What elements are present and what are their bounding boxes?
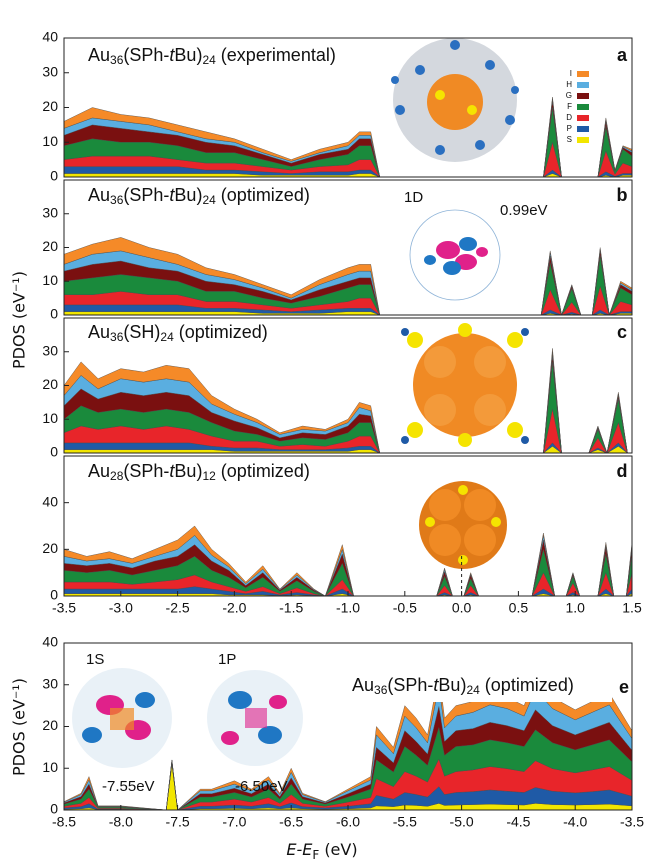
x-tick-label: -3.0 (109, 600, 133, 616)
y-tick-label: 40 (42, 493, 58, 509)
panel-label: d (617, 461, 628, 481)
y-tick-label: 30 (42, 342, 58, 358)
x-tick-label: -2.0 (222, 600, 246, 616)
y-tick-label: 0 (50, 444, 58, 460)
y-tick-label: 10 (42, 759, 58, 775)
annotation: -7.55eV (102, 778, 155, 795)
x-tick-label: -4.5 (506, 814, 530, 830)
y-tick-label: 10 (42, 410, 58, 426)
annotation: 1P (218, 651, 236, 668)
y-tick-label: 40 (42, 634, 58, 650)
x-tick-label: -7.5 (166, 814, 190, 830)
y-tick-label: 20 (42, 238, 58, 254)
y-tick-label: 30 (42, 204, 58, 220)
y-tick-label: 40 (42, 29, 58, 45)
x-tick-label: -2.5 (166, 600, 190, 616)
annotation: 1S (86, 651, 104, 668)
y-axis-label: PDOS (eV⁻¹) (10, 678, 29, 776)
x-tick-label: -1.5 (279, 600, 303, 616)
panel-label: c (617, 322, 627, 342)
x-tick-label: -1.0 (336, 600, 360, 616)
x-tick-label: -3.5 (52, 600, 76, 616)
y-tick-label: 20 (42, 540, 58, 556)
legend-swatch (577, 93, 589, 99)
y-tick-label: 20 (42, 98, 58, 114)
x-tick-label: 1.5 (622, 600, 642, 616)
panel-label: a (617, 45, 628, 65)
x-tick-label: -8.0 (109, 814, 133, 830)
x-axis-label: E-EF (eV) (286, 840, 357, 861)
y-tick-label: 0 (50, 168, 58, 184)
panel-title: Au36(SH)24 (optimized) (88, 322, 268, 344)
structure-a (391, 38, 519, 162)
y-tick-label: 0 (50, 306, 58, 322)
x-tick-label: -3.5 (620, 814, 644, 830)
legend-label: S (567, 135, 572, 144)
legend-label: G (566, 91, 572, 100)
y-tick-label: 20 (42, 376, 58, 392)
legend-swatch (577, 71, 589, 77)
y-tick-label: 0 (50, 801, 58, 817)
panel-title: Au28(SPh-tBu)12 (optimized) (88, 461, 310, 483)
legend-swatch (577, 126, 589, 132)
legend-swatch (577, 137, 589, 143)
x-tick-label: -6.0 (336, 814, 360, 830)
legend-label: I (570, 69, 572, 78)
x-tick-label: 0.0 (452, 600, 472, 616)
panel-label: e (619, 677, 629, 697)
y-axis-label: PDOS (eV⁻¹) (10, 271, 29, 369)
x-tick-label: -8.5 (52, 814, 76, 830)
panel-label: b (617, 185, 628, 205)
legend-swatch (577, 82, 589, 88)
panel-title: Au36(SPh-tBu)24 (experimental) (88, 45, 336, 67)
legend-swatch (577, 115, 589, 121)
annotation: -6.50eV (235, 778, 288, 795)
orbital-1s-1p (72, 668, 303, 768)
annotation: 0.99eV (500, 202, 548, 219)
y-tick-label: 30 (42, 675, 58, 691)
x-tick-label: -5.5 (393, 814, 417, 830)
structure-c (401, 323, 529, 447)
y-tick-label: 10 (42, 133, 58, 149)
structure-d (419, 481, 507, 569)
x-tick-label: 1.0 (565, 600, 585, 616)
x-tick-label: 0.5 (509, 600, 529, 616)
x-tick-label: -4.0 (563, 814, 587, 830)
y-tick-label: 30 (42, 63, 58, 79)
y-tick-label: 20 (42, 717, 58, 733)
x-tick-label: -5.0 (450, 814, 474, 830)
panel-title: Au36(SPh-tBu)24 (optimized) (88, 185, 310, 207)
x-tick-label: -7.0 (222, 814, 246, 830)
x-tick-label: -0.5 (393, 600, 417, 616)
y-tick-label: 0 (50, 587, 58, 603)
y-tick-label: 10 (42, 272, 58, 288)
legend-label: D (566, 113, 572, 122)
legend-swatch (577, 104, 589, 110)
orbital-1d (409, 209, 501, 301)
legend-label: H (566, 80, 572, 89)
annotation: 1D (404, 189, 423, 206)
legend-label: F (567, 102, 572, 111)
panel-title: Au36(SPh-tBu)24 (optimized) (352, 675, 574, 697)
x-tick-label: -6.5 (279, 814, 303, 830)
legend-label: P (567, 124, 572, 133)
